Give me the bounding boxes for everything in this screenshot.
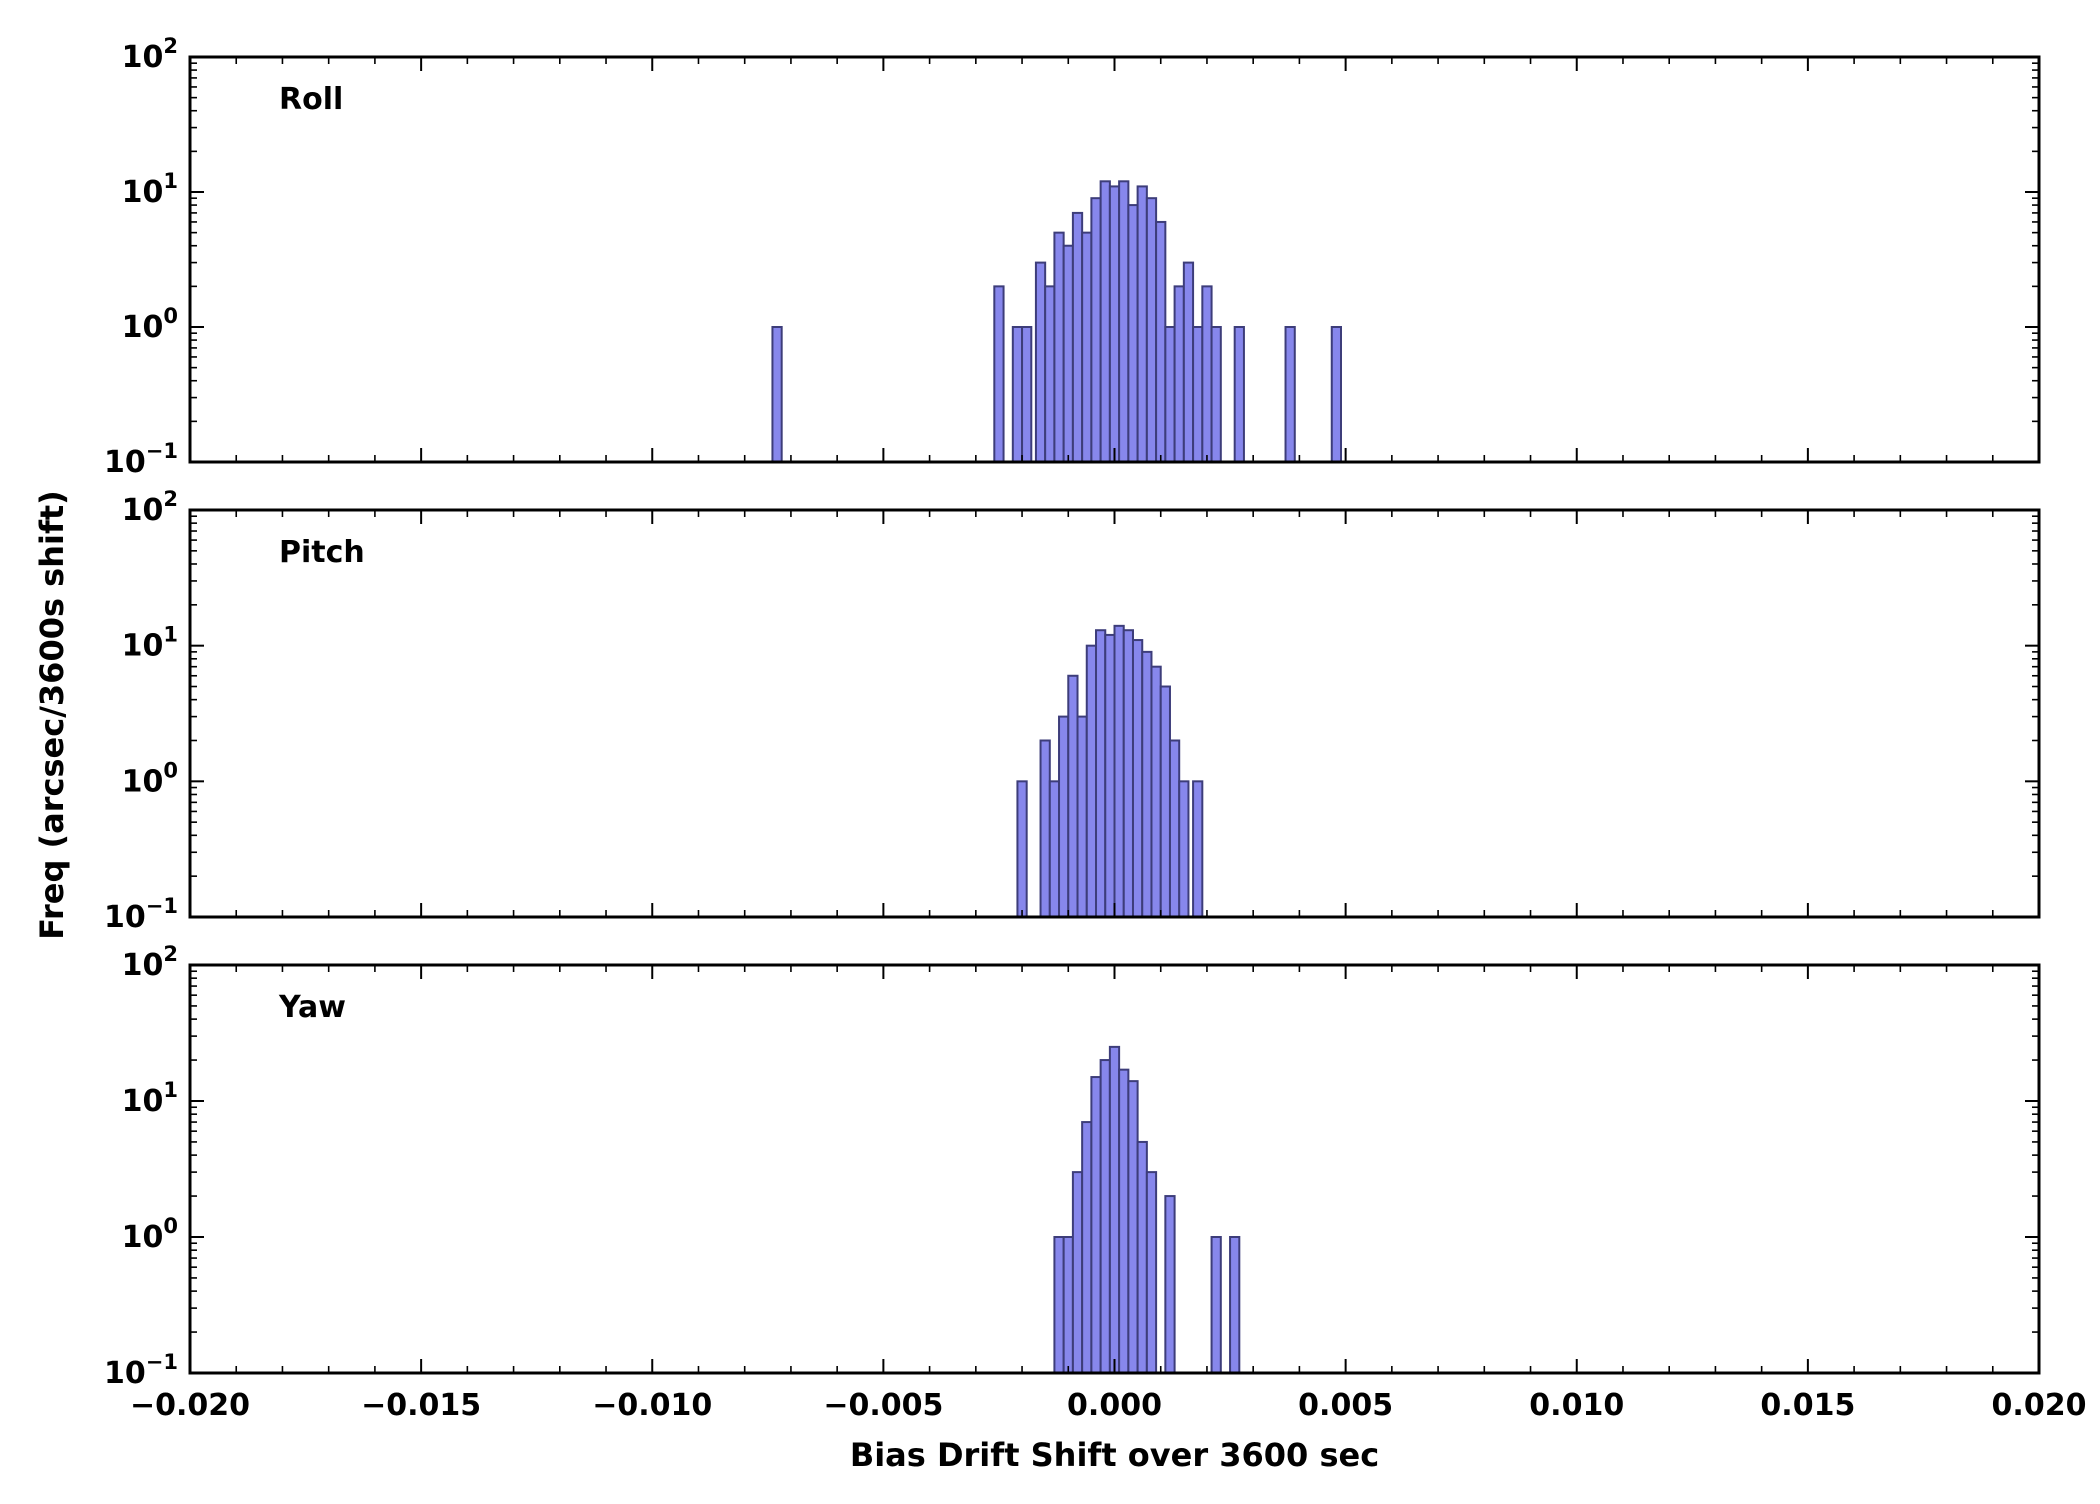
histogram-bar xyxy=(1076,715,1088,918)
panel-title: Yaw xyxy=(278,990,346,1025)
histogram-bar xyxy=(1145,197,1158,463)
histogram-bar xyxy=(1113,624,1125,919)
histogram-bar xyxy=(1127,204,1139,464)
histogram-bar xyxy=(771,326,783,463)
x-tick-label: 0.015 xyxy=(1760,1388,1855,1423)
histogram-bar xyxy=(1062,244,1074,463)
histogram-bar xyxy=(1182,261,1195,463)
histogram-bar xyxy=(1330,326,1343,463)
histogram-bar xyxy=(1081,231,1093,463)
histogram-bar xyxy=(1053,1236,1065,1374)
histogram-bar xyxy=(1150,665,1162,918)
y-tick-label: 102 xyxy=(122,34,178,75)
x-tick-label: 0.005 xyxy=(1298,1388,1393,1423)
histogram-bar xyxy=(1284,326,1296,463)
histogram-bar xyxy=(1044,285,1056,463)
x-axis-label: Bias Drift Shift over 3600 sec xyxy=(849,1436,1380,1474)
panel-frame xyxy=(188,508,2041,919)
histogram-bar xyxy=(1081,1121,1093,1374)
histogram-bar xyxy=(1210,1236,1222,1374)
y-tick-label: 101 xyxy=(122,1078,178,1119)
y-tick-label: 102 xyxy=(122,942,178,983)
histogram-bar xyxy=(1145,1171,1158,1374)
x-tick-label: 0.020 xyxy=(1992,1388,2087,1423)
histogram-bar xyxy=(1229,1236,1241,1374)
histogram-bar xyxy=(1210,326,1222,463)
histogram-bar xyxy=(1118,180,1130,463)
histogram-bar xyxy=(1021,326,1033,463)
x-tick-label: −0.005 xyxy=(823,1388,943,1423)
histogram-bar xyxy=(1233,326,1245,463)
y-tick-label: 100 xyxy=(122,1214,178,1255)
x-tick-label: −0.015 xyxy=(361,1388,481,1423)
histogram-bar xyxy=(1122,629,1134,919)
panel-frame xyxy=(188,55,2041,464)
histogram-bar xyxy=(1108,185,1121,463)
y-tick-label: 100 xyxy=(122,758,178,799)
x-tick-label: −0.020 xyxy=(130,1388,250,1423)
y-tick-label: 10−1 xyxy=(104,439,178,480)
panel-frame xyxy=(188,963,2041,1375)
histogram-bar xyxy=(1048,780,1061,919)
panel-roll: 102 101 100 10−1 Roll xyxy=(104,34,2041,480)
histogram-bar xyxy=(1104,633,1116,918)
histogram-bar xyxy=(993,285,1005,463)
histogram-bar xyxy=(1085,644,1098,918)
histogram-bar xyxy=(1136,1140,1148,1374)
histogram-bar xyxy=(1192,780,1204,919)
histogram-bar xyxy=(1164,1195,1176,1375)
x-tick-label: 0.000 xyxy=(1067,1388,1162,1423)
panel-pitch: 102 101 100 10−1 Pitch xyxy=(104,487,2041,935)
histogram-bar xyxy=(1192,326,1204,463)
histogram-bar xyxy=(1067,674,1079,919)
histogram-bar xyxy=(1201,285,1213,463)
histogram-bar xyxy=(1062,1236,1074,1374)
histogram-bar xyxy=(1168,739,1181,918)
histogram-bar xyxy=(1127,1080,1139,1374)
y-tick-label: 10−1 xyxy=(104,894,178,935)
panel-title: Roll xyxy=(279,82,343,117)
histogram-bar xyxy=(1011,326,1024,463)
y-tick-label: 102 xyxy=(122,487,178,528)
panel-yaw: 102 101 100 10−1 Yaw −0.020 −0.015 −0.010 −0.005… xyxy=(104,942,2086,1423)
histogram-bar xyxy=(1159,685,1171,919)
panel-title: Pitch xyxy=(279,535,365,570)
histogram-bar xyxy=(1108,1045,1121,1374)
histogram-bar xyxy=(1095,629,1107,919)
histogram-bar xyxy=(1090,1076,1102,1375)
x-tick-label: 0.010 xyxy=(1529,1388,1624,1423)
histogram-bar xyxy=(1071,1171,1084,1374)
histogram-bar xyxy=(1099,1059,1111,1375)
histogram-bar xyxy=(1090,197,1102,463)
histogram-bar xyxy=(1155,220,1167,463)
histogram-bar xyxy=(1016,780,1028,919)
histogram-bar xyxy=(1178,780,1190,919)
histogram-bar xyxy=(1118,1068,1130,1375)
histogram-bar xyxy=(1039,739,1051,918)
x-tick-label: −0.010 xyxy=(592,1388,712,1423)
y-axis-label: Freq (arcsec/3600s shift) xyxy=(33,490,71,940)
histogram-bar xyxy=(1058,715,1070,918)
histogram-bar xyxy=(1136,185,1148,463)
y-tick-label: 100 xyxy=(122,304,178,345)
y-tick-label: 101 xyxy=(122,169,178,210)
histogram-bar xyxy=(1099,180,1111,463)
histogram-bar xyxy=(1053,231,1065,463)
histogram-bar xyxy=(1164,326,1176,463)
y-tick-label: 101 xyxy=(122,623,178,664)
histogram-bar xyxy=(1173,285,1185,463)
histogram-bar xyxy=(1071,211,1084,463)
histogram-bar xyxy=(1141,650,1153,918)
histogram-bar xyxy=(1034,261,1047,463)
y-tick-label: 10−1 xyxy=(104,1350,178,1391)
histogram-bar xyxy=(1131,639,1144,918)
